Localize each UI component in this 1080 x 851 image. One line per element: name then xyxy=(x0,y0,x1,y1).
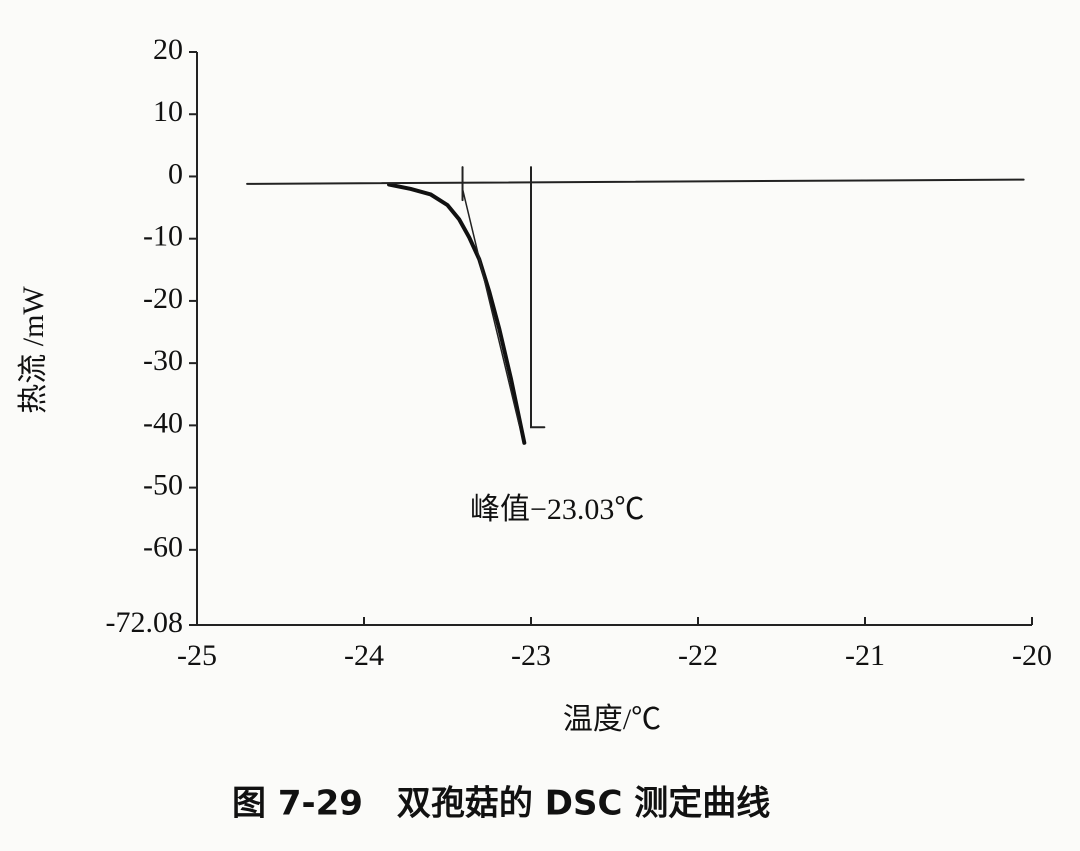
y-tick-label: 0 xyxy=(168,157,183,190)
line xyxy=(387,182,527,445)
y-tick-label: -60 xyxy=(143,531,183,564)
line xyxy=(246,178,1025,185)
y-axis-title: 热流 /mW xyxy=(17,286,50,414)
caption: 图 7-29 双孢菇的 DSC 测定曲线 xyxy=(232,784,770,824)
y-tick-label: -50 xyxy=(143,468,183,501)
x-tick-label: -24 xyxy=(344,639,384,672)
x-tick-label: -20 xyxy=(1012,639,1052,672)
y-tick-label: -40 xyxy=(143,406,183,439)
x-tick-label: -21 xyxy=(845,639,885,672)
annotation: 峰值−23.03℃ xyxy=(470,493,644,526)
x-tick-label: -22 xyxy=(678,639,718,672)
y-tick-label: 10 xyxy=(153,95,183,128)
x-axis-title: 温度/℃ xyxy=(563,703,661,736)
y-tick-label: -30 xyxy=(143,344,183,377)
y-tick-label: -72.08 xyxy=(106,606,184,639)
y-tick-label: 20 xyxy=(153,33,183,66)
line xyxy=(530,166,546,429)
y-tick-label: -20 xyxy=(143,282,183,315)
line xyxy=(461,188,521,427)
x-tick-label: -25 xyxy=(177,639,217,672)
y-tick-label: -10 xyxy=(143,220,183,253)
x-tick-label: -23 xyxy=(511,639,551,672)
